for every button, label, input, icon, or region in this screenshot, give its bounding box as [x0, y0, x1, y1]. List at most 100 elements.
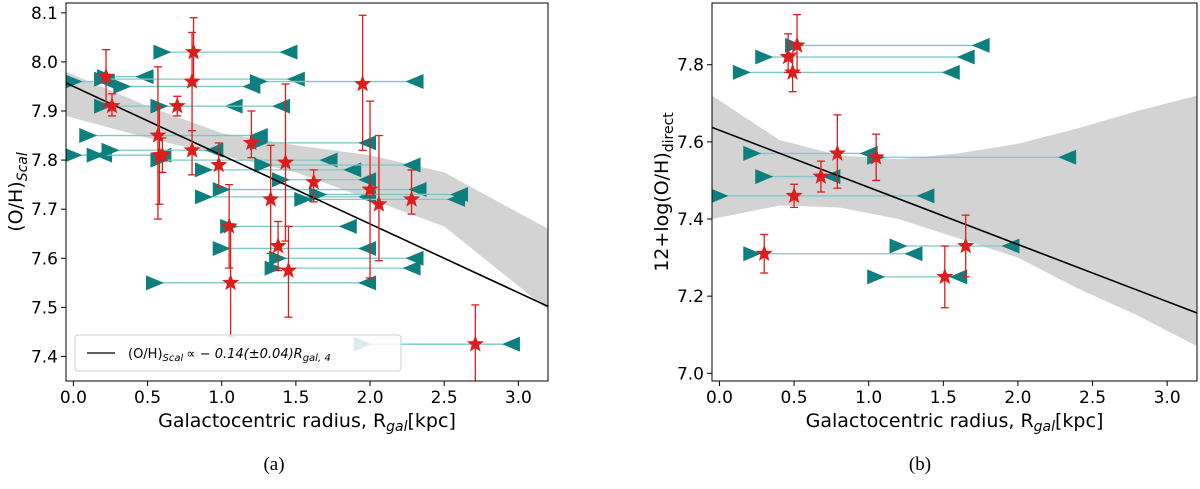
x-tick-label: 2.0	[357, 388, 384, 408]
star-marker	[936, 267, 954, 285]
range-marker	[194, 162, 362, 178]
range-min-marker	[294, 191, 313, 207]
star-marker	[185, 43, 203, 60]
data-point	[466, 304, 484, 381]
y-tick-label: 7.7	[31, 200, 58, 220]
range-marker	[269, 250, 424, 266]
plot-frame-a	[65, 2, 549, 382]
confidence-band-a	[66, 71, 548, 310]
y-axis-label-b: 12+log(O/H)direct	[651, 112, 677, 272]
star-marker	[276, 153, 295, 170]
star-marker	[354, 75, 372, 92]
range-marker	[743, 246, 923, 262]
range-max-marker	[402, 260, 421, 276]
star-marker	[784, 63, 802, 80]
range-min-marker	[153, 44, 172, 60]
star-marker	[183, 72, 201, 89]
data-point	[957, 214, 975, 278]
range-max-marker	[956, 49, 975, 65]
y-tick-label: 7.6	[677, 133, 704, 153]
range-marker	[150, 98, 291, 114]
data-point	[222, 223, 240, 338]
data-point	[784, 52, 802, 93]
y-tick-label: 7.4	[31, 347, 58, 367]
range-marker	[153, 44, 298, 60]
y-tick-label: 7.6	[31, 249, 58, 269]
y-ticks-b: 7.0 7.2 7.4 7.6 7.8	[677, 56, 712, 384]
data-point	[210, 142, 228, 188]
confidence-band	[66, 71, 548, 310]
range-marker	[79, 128, 268, 144]
range-max-marker	[358, 275, 377, 291]
range-marker	[212, 240, 377, 256]
range-max-marker	[501, 336, 520, 352]
range-min-marker	[867, 269, 886, 285]
range-max-marker	[249, 128, 268, 144]
range-max-marker	[949, 269, 968, 285]
range-marker	[889, 238, 1020, 254]
data-point	[785, 183, 803, 209]
range-min-marker	[79, 128, 98, 144]
star-marker	[279, 261, 297, 278]
range-max-marker	[450, 186, 469, 202]
range-max-marker	[822, 169, 841, 185]
data-point	[279, 225, 297, 318]
data-point	[354, 14, 372, 151]
data-point	[185, 17, 203, 83]
range-min-marker	[249, 74, 268, 90]
range-max-marker	[358, 240, 377, 256]
fit-line	[66, 82, 548, 308]
y-axis-label-a: (O/H)Scal	[5, 152, 31, 232]
range-min-marker	[755, 169, 774, 185]
range-max-marker	[343, 162, 362, 178]
star-marker	[779, 48, 797, 65]
data-point	[168, 95, 186, 117]
x-tick-label: 2.5	[1079, 388, 1106, 408]
x-tick-label: 0.5	[781, 388, 808, 408]
star-marker	[269, 237, 287, 254]
range-max-marker	[279, 44, 298, 60]
x-tick-label: 3.0	[1154, 388, 1181, 408]
data-point	[828, 114, 846, 189]
x-tick-label: 2.0	[1004, 388, 1031, 408]
data-point	[867, 133, 885, 182]
data-point	[361, 100, 379, 279]
x-tick-label: 3.0	[505, 388, 532, 408]
range-min-marker	[113, 78, 132, 94]
star-marker	[788, 36, 806, 53]
x-tick-label: 0.0	[60, 388, 87, 408]
y-tick-label: 7.5	[31, 298, 58, 318]
range-marker	[145, 275, 377, 291]
star-marker	[220, 217, 238, 234]
range-max-marker	[358, 135, 377, 151]
star-marker	[183, 141, 201, 158]
range-markers-a	[66, 44, 520, 352]
star-marker	[262, 190, 280, 207]
range-marker	[212, 182, 427, 198]
range-max-marker	[941, 64, 960, 80]
x-axis-label-a: Galactocentric radius, Rgal[kpc]	[158, 410, 456, 435]
range-min-marker	[101, 142, 120, 158]
range-max-marker	[405, 250, 424, 266]
x-ticks-b: 0.0 0.5 1.0 1.5 2.0 2.5 3.0	[706, 381, 1181, 408]
range-min-marker	[86, 147, 105, 163]
fit-line-a	[66, 82, 548, 308]
data-point	[936, 245, 954, 309]
range-max-marker	[1001, 238, 1020, 254]
y-tick-label: 7.2	[677, 287, 704, 307]
range-min-marker	[212, 240, 231, 256]
y-tick-label: 7.8	[31, 151, 58, 171]
range-marker	[867, 269, 968, 285]
y-ticks-a: 7.4 7.5 7.6 7.7 7.8 7.9 8.0 8.1	[31, 4, 66, 367]
range-marker	[732, 64, 960, 80]
star-marker	[168, 97, 186, 114]
range-max-marker	[916, 188, 935, 204]
range-max-marker	[405, 74, 424, 90]
y-tick-label: 8.0	[31, 53, 58, 73]
star-marker	[222, 273, 240, 291]
data-point	[220, 183, 238, 269]
data-point	[788, 13, 806, 74]
range-marker	[249, 74, 424, 90]
range-min-marker	[194, 189, 213, 205]
fit-line	[712, 126, 1197, 314]
